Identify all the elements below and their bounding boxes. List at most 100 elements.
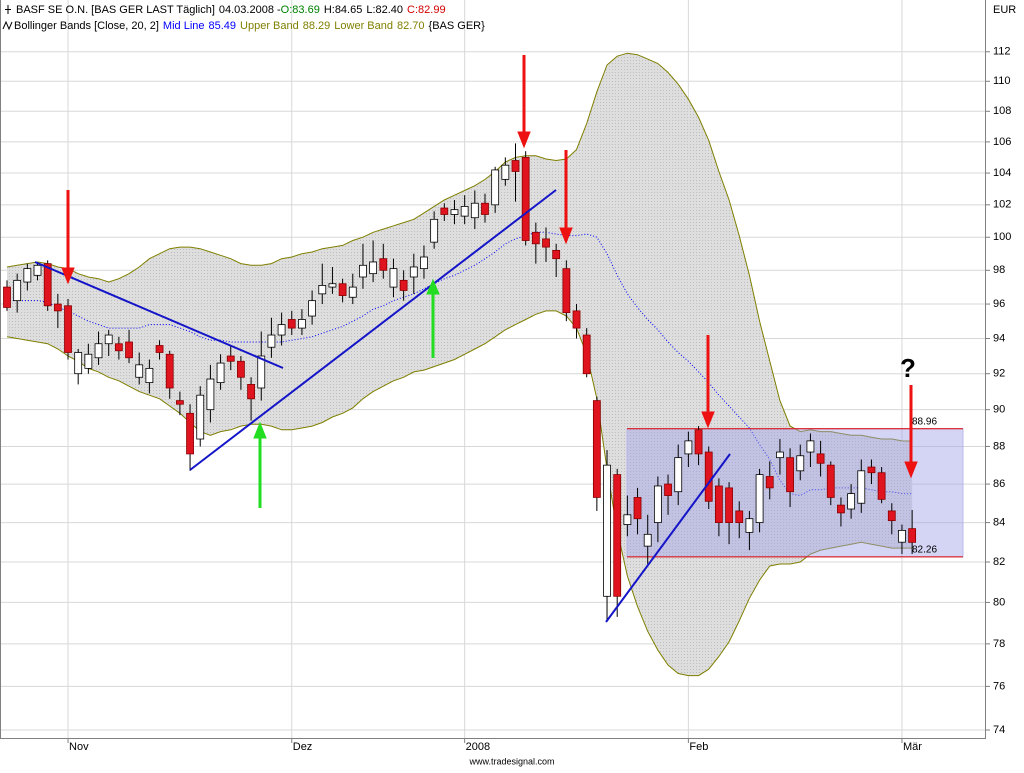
watermark: www.tradesignal.com <box>468 756 554 766</box>
candle-body <box>328 283 337 288</box>
candle-body <box>318 285 327 295</box>
x-tick-label: Dez <box>293 741 313 753</box>
candle-body <box>155 345 164 353</box>
legend-name: Lower Band <box>334 20 393 32</box>
quote-value: L:82.40 <box>366 4 403 16</box>
y-tick-label: 78 <box>993 638 1005 650</box>
band-area <box>7 53 913 676</box>
candle-body <box>745 518 754 533</box>
candle-body <box>74 352 83 375</box>
arrow-head <box>61 267 75 285</box>
candle-body <box>23 268 32 283</box>
y-tick-label: 110 <box>993 75 1011 87</box>
candle-body <box>114 343 123 352</box>
candle-body <box>511 160 520 172</box>
candle-body <box>603 464 611 597</box>
date: 04.03.2008 - <box>219 4 281 16</box>
arrow-head <box>517 131 531 149</box>
candle-body <box>43 263 52 307</box>
y-tick-label: 112 <box>993 46 1011 58</box>
candle-body <box>542 238 550 248</box>
candle-body <box>420 256 428 270</box>
quote-line: BASF SE O.N. [BAS GER LAST Täglich] 04.03… <box>16 4 446 16</box>
arrow-head <box>559 227 573 245</box>
trend-line <box>605 453 731 623</box>
y-tick-label: 98 <box>993 264 1005 276</box>
y-tick-label: 106 <box>993 136 1011 148</box>
candle-body <box>298 319 306 329</box>
candle-body <box>125 341 133 359</box>
candle-body <box>145 367 154 384</box>
range-box <box>626 428 964 558</box>
candle-body <box>13 279 22 302</box>
candle-body <box>816 453 825 464</box>
trend-line <box>189 189 557 471</box>
candle-body <box>359 264 367 278</box>
green-arrows <box>253 278 440 508</box>
quote-value: H:84.65 <box>324 4 363 16</box>
bollinger-bands <box>6 52 913 677</box>
candle-body <box>898 529 906 543</box>
candle-body <box>491 169 500 206</box>
y-tick-label: 76 <box>993 680 1005 692</box>
level-label: 82.26 <box>912 544 937 555</box>
candle-body <box>877 472 886 500</box>
candle-body <box>399 279 408 291</box>
legend-name: Upper Band <box>240 20 299 32</box>
candle-body <box>786 457 794 493</box>
candle-body <box>450 209 459 215</box>
candle-body <box>633 497 642 520</box>
arrow-head <box>426 278 440 295</box>
candle-body <box>470 202 479 219</box>
candle-body <box>582 334 591 375</box>
candle-body <box>237 360 245 378</box>
candle-body <box>379 258 388 271</box>
candle-body <box>552 249 561 260</box>
band-line <box>6 52 913 442</box>
candle-body <box>440 207 449 215</box>
candles <box>3 143 917 621</box>
candle-body <box>206 378 215 411</box>
candle-body <box>684 440 693 455</box>
candle-body <box>216 362 225 384</box>
candle-body <box>847 493 856 510</box>
candle-body <box>257 355 266 389</box>
y-tick-label: 80 <box>993 596 1005 608</box>
candle-body <box>3 286 11 308</box>
candle-body <box>664 483 672 496</box>
indicator-source: {BAS GER} <box>429 20 486 32</box>
y-tick-label: 100 <box>993 231 1011 243</box>
candle-body <box>776 451 784 459</box>
candle-body <box>247 384 255 400</box>
candle-body <box>572 310 581 329</box>
candle-body <box>308 300 317 317</box>
candle-body <box>755 474 764 523</box>
candle-body <box>460 206 469 217</box>
candle-body <box>806 440 815 453</box>
candle-body <box>674 457 683 493</box>
indicator-legend: Bollinger Bands [Close, 20, 2] Mid Line 85… <box>14 20 485 32</box>
level-label: 88.96 <box>912 416 937 427</box>
band-line <box>6 310 913 677</box>
candle-body <box>196 394 205 440</box>
candle-body <box>704 451 713 502</box>
arrow-head <box>701 411 715 429</box>
drawings: ? <box>34 55 918 623</box>
candle-body <box>796 455 805 472</box>
candle-body <box>501 164 510 180</box>
indicator-icon <box>2 20 13 31</box>
candle-body <box>521 156 530 241</box>
price-range: 88.96 82.26 <box>626 416 964 558</box>
candle-body <box>287 319 296 329</box>
candle-body <box>562 268 571 313</box>
candle-body <box>694 429 703 455</box>
candle-body <box>826 464 835 498</box>
quote-value: O:83.69 <box>281 4 320 16</box>
candle-body <box>175 400 184 405</box>
candle-body <box>613 474 622 597</box>
candle-body <box>481 202 489 215</box>
y-tick-label: 86 <box>993 478 1005 490</box>
candle-body <box>765 476 774 489</box>
candle-body <box>867 466 876 474</box>
